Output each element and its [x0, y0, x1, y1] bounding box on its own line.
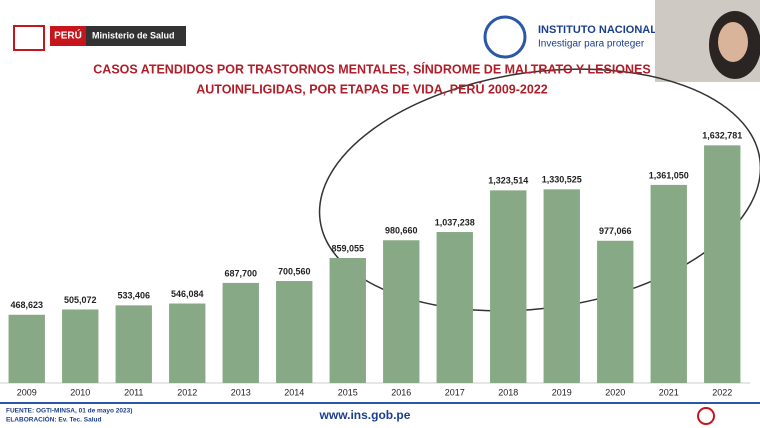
webcam-face — [718, 22, 748, 62]
institute-logo — [483, 15, 527, 59]
value-label: 859,055 — [331, 243, 364, 253]
x-tick-label: 2010 — [70, 387, 90, 397]
value-label: 977,066 — [599, 226, 632, 236]
x-tick-label: 2018 — [498, 387, 518, 397]
x-tick-label: 2020 — [605, 387, 625, 397]
value-label: 1,323,514 — [488, 176, 528, 186]
x-tick-label: 2021 — [659, 387, 679, 397]
x-tick-label: 2017 — [445, 387, 465, 397]
chart-title: AUTOINFLIGIDAS, POR ETAPAS DE VIDA, PERÚ… — [196, 81, 548, 96]
bar — [597, 240, 634, 383]
chart-title: CASOS ATENDIDOS POR TRASTORNOS MENTALES,… — [93, 61, 650, 76]
bar — [383, 240, 420, 383]
ministry-badge — [86, 26, 186, 46]
country-label: PERÚ — [54, 29, 82, 42]
institute-motto: Investigar para proteger — [538, 39, 645, 50]
bar — [222, 282, 259, 383]
footer-source: FUENTE: OGTI-MINSA, 01 de mayo 2023) — [6, 408, 132, 415]
bar — [8, 314, 45, 383]
institute-name: INSTITUTO NACIONAL — [538, 24, 657, 36]
x-tick-label: 2016 — [391, 387, 411, 397]
coat-of-arms — [13, 25, 45, 51]
x-tick-label: 2011 — [124, 387, 143, 397]
footer-url: www.ins.gob.pe — [319, 408, 411, 422]
value-label: 1,361,050 — [649, 170, 689, 180]
x-tick-label: 2019 — [552, 387, 572, 397]
bar — [650, 184, 687, 383]
footer-credit: ELABORACIÓN: Ev. Tec. Salud — [6, 415, 101, 424]
bar — [490, 190, 527, 383]
bar — [115, 305, 152, 383]
value-label: 1,632,781 — [702, 131, 742, 141]
bar — [276, 281, 313, 383]
x-tick-label: 2012 — [177, 387, 197, 397]
bar — [62, 309, 99, 383]
value-label: 1,037,238 — [435, 217, 475, 227]
ministry-label: Ministerio de Salud — [92, 30, 175, 40]
bar — [169, 303, 206, 383]
value-label: 546,084 — [171, 289, 204, 299]
value-label: 1,330,525 — [542, 175, 582, 185]
bar — [436, 232, 473, 383]
bar — [543, 189, 580, 383]
value-label: 687,700 — [224, 268, 257, 278]
peru-badge — [50, 26, 86, 46]
bicentennial-logo — [697, 407, 715, 425]
value-label: 505,072 — [64, 295, 97, 305]
value-label: 533,406 — [117, 291, 150, 301]
bar — [329, 257, 366, 383]
x-tick-label: 2022 — [712, 387, 732, 397]
x-tick-label: 2014 — [284, 387, 304, 397]
x-tick-label: 2009 — [17, 387, 37, 397]
bar — [704, 145, 741, 383]
value-label: 468,623 — [10, 300, 43, 310]
x-tick-label: 2015 — [338, 387, 358, 397]
value-label: 700,560 — [278, 266, 311, 276]
x-tick-label: 2013 — [231, 387, 251, 397]
value-label: 980,660 — [385, 226, 418, 236]
